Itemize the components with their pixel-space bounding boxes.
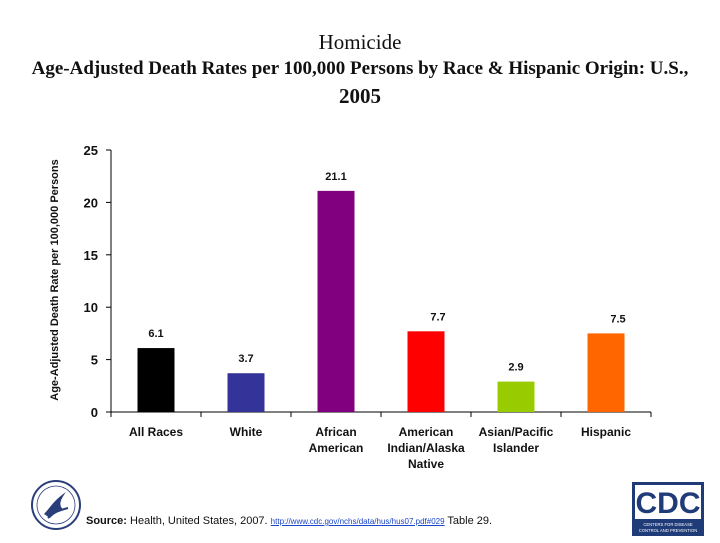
category-label: African	[315, 425, 356, 439]
chart-title: Homicide	[318, 30, 402, 54]
y-tick-label: 10	[84, 300, 98, 315]
y-tick-label: 0	[91, 405, 98, 420]
hhs-eagle-icon	[31, 480, 81, 530]
bar	[497, 381, 535, 412]
category-label: Asian/Pacific	[479, 425, 554, 439]
bar	[137, 348, 175, 412]
y-tick-label: 15	[84, 248, 98, 263]
source-footer: Source: Health, United States, 2007. htt…	[86, 515, 492, 527]
y-tick-label: 25	[84, 143, 98, 158]
data-label: 3.7	[238, 353, 253, 365]
category-label: White	[230, 425, 263, 439]
category-label: American	[399, 425, 454, 439]
svg-text:CENTERS FOR DISEASE: CENTERS FOR DISEASE	[643, 522, 693, 527]
source-label: Source:	[86, 515, 127, 527]
labels: 6.1 All Races 3.7 White 21.1 African American 7…	[129, 171, 631, 470]
cdc-logo: CDC CENTERS FOR DISEASE CONTROL AND PREV…	[630, 480, 706, 543]
category-label: American	[309, 441, 364, 455]
bar	[587, 333, 625, 412]
y-tick-label: 20	[84, 195, 98, 210]
bars	[137, 190, 625, 412]
category-label: Hispanic	[581, 425, 631, 439]
data-label: 6.1	[148, 328, 163, 340]
chart-subtitle-line1: Age-Adjusted Death Rates per 100,000 Per…	[31, 58, 689, 79]
bar	[317, 190, 355, 412]
data-label: 7.7	[430, 311, 445, 323]
source-link[interactable]: http://www.cdc.gov/nchs/data/hus/hus07.p…	[270, 517, 445, 526]
y-tick-label: 5	[91, 353, 98, 368]
data-label: 7.5	[610, 313, 625, 325]
data-label: 2.9	[508, 362, 523, 374]
chart-subtitle-line2: 2005	[339, 84, 381, 108]
category-label: Islander	[493, 441, 539, 455]
bar	[407, 331, 445, 412]
category-label: Indian/Alaska	[387, 441, 465, 455]
bar-chart: Age-Adjusted Death Rate per 100,000 Pers…	[49, 143, 652, 470]
category-label: Native	[408, 457, 444, 470]
axes: 0 5 10 15 20 25	[84, 143, 652, 420]
cdc-logo-icon: CDC CENTERS FOR DISEASE CONTROL AND PREV…	[632, 482, 704, 536]
data-label: 21.1	[325, 171, 346, 183]
bar	[227, 373, 265, 412]
source-table: Table 29.	[444, 515, 493, 527]
hhs-logo	[30, 478, 82, 537]
svg-text:CONTROL AND PREVENTION: CONTROL AND PREVENTION	[639, 528, 697, 533]
y-axis-label: Age-Adjusted Death Rate per 100,000 Pers…	[49, 159, 61, 400]
source-text: Health, United States, 2007.	[126, 515, 271, 527]
category-label: All Races	[129, 425, 183, 439]
svg-text:CDC: CDC	[636, 487, 701, 520]
